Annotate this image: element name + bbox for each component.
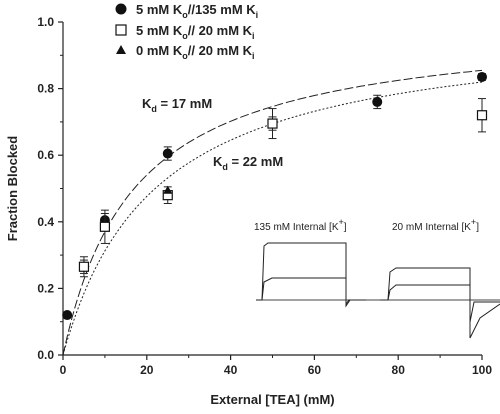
axes: 0 20 40 60 80 100 0.0 0.2 0.4 0.6 0.8 1.0 External [… xyxy=(5,15,492,407)
inset-label-135: 135 mM Internal [K+] xyxy=(254,217,347,233)
x-tick-label: 60 xyxy=(308,363,322,377)
data-point xyxy=(477,71,487,82)
x-tick-label: 20 xyxy=(140,363,154,377)
annotation-kd-22: Kd = 22 mM xyxy=(213,154,283,172)
data-point xyxy=(163,185,173,194)
series-3 xyxy=(163,185,173,194)
annotation-kd-17: Kd = 17 mM xyxy=(142,96,212,114)
data-point xyxy=(372,96,383,107)
inset-trace-4 xyxy=(380,284,500,339)
y-tick-label: 0.8 xyxy=(37,82,54,96)
legend-marker-3 xyxy=(116,45,126,54)
y-tick-label: 0.4 xyxy=(37,215,54,229)
y-tick-label: 0.0 xyxy=(37,348,54,362)
x-tick-label: 40 xyxy=(224,363,238,377)
y-axis-title: Fraction Blocked xyxy=(5,136,20,242)
fit-curve-kd-22 xyxy=(62,81,483,356)
x-tick-label: 80 xyxy=(392,363,406,377)
x-axis-title: External [TEA] (mM) xyxy=(210,392,334,407)
inset-trace-3 xyxy=(380,267,500,323)
legend-label-3: 0 mM Ko// 20 mM Ki xyxy=(136,43,255,61)
legend-label-1: 5 mM Ko//135 mM Ki xyxy=(136,2,258,20)
fit-curves xyxy=(62,69,483,356)
data-point xyxy=(476,110,488,121)
data-points xyxy=(62,71,488,321)
x-tick-label: 0 xyxy=(60,363,67,377)
legend-label-2: 5 mM Ko// 20 mM Ki xyxy=(136,23,255,41)
legend-marker-2 xyxy=(115,24,127,36)
annotations: Kd = 17 mM Kd = 22 mM xyxy=(142,96,283,172)
data-point xyxy=(267,118,278,129)
data-point xyxy=(62,310,73,321)
x-tick-label: 100 xyxy=(472,363,492,377)
y-tick-label: 0.2 xyxy=(37,281,54,295)
data-point xyxy=(78,261,90,272)
data-point xyxy=(162,148,173,159)
inset-label-20: 20 mM Internal [K+] xyxy=(392,217,479,233)
legend-marker-1 xyxy=(115,3,127,15)
y-tick-label: 0.6 xyxy=(37,148,54,162)
y-tick-label: 1.0 xyxy=(37,15,54,29)
legend: 5 mM Ko//135 mM Ki 5 mM Ko// 20 mM Ki 0 mM… xyxy=(115,2,258,61)
data-point xyxy=(99,221,111,232)
fit-curve-kd-17 xyxy=(62,69,483,356)
series-1 xyxy=(62,71,487,321)
inset-traces: 135 mM Internal [K+] 20 mM Internal [K+] xyxy=(254,217,500,339)
inset-trace-2 xyxy=(256,277,366,308)
series-2 xyxy=(78,98,488,278)
inset-trace-1 xyxy=(256,242,366,306)
